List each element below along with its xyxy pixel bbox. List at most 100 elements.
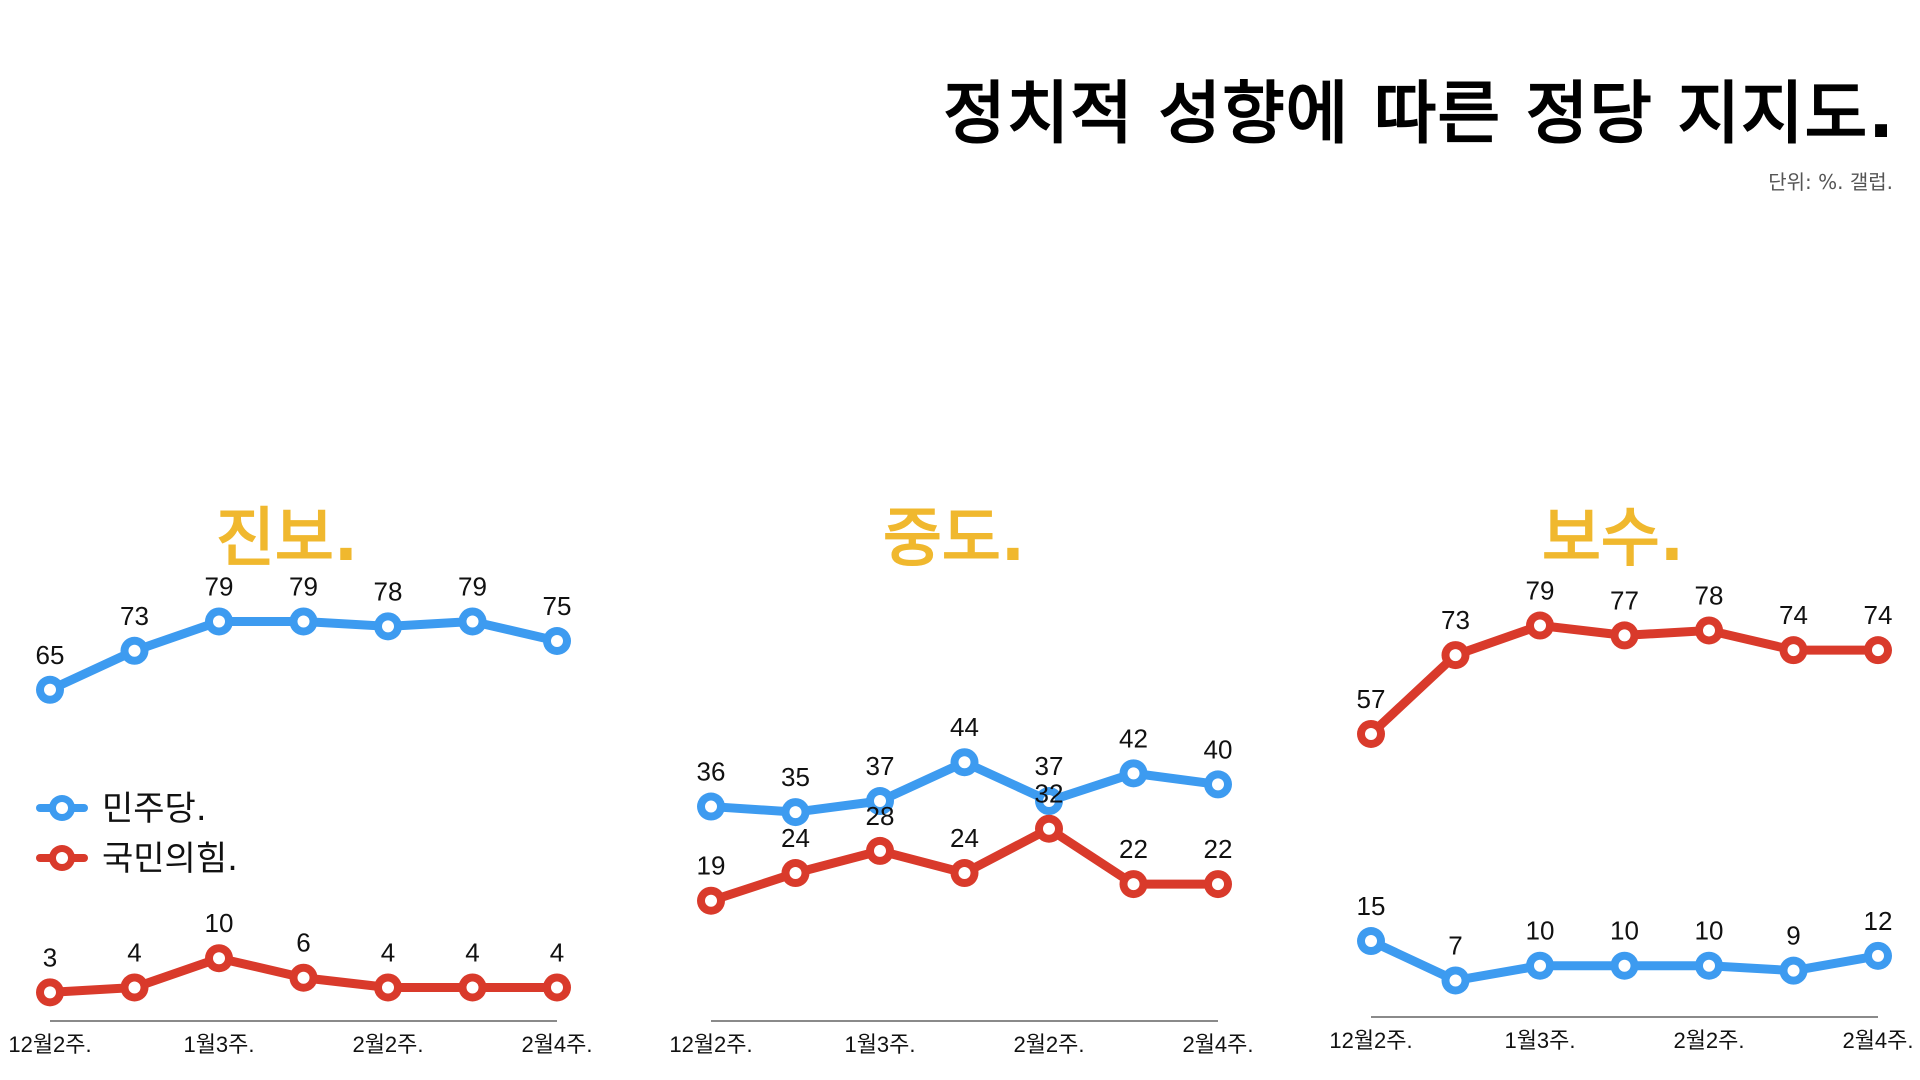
data-label: 10 (1695, 916, 1724, 946)
data-label: 73 (1441, 605, 1470, 635)
legend-marker-center (56, 852, 68, 864)
data-point-center (1787, 644, 1800, 657)
legend: 민주당. 국민의힘. (36, 789, 238, 879)
data-point-center (705, 894, 717, 907)
x-tick-label: 12월2주. (1329, 1028, 1412, 1053)
data-point-center (1449, 649, 1462, 662)
data-point-center (1872, 949, 1884, 962)
data-point-center (1449, 974, 1462, 987)
data-label: 4 (465, 937, 479, 967)
data-point-center (1365, 727, 1377, 740)
data-point-center (1043, 795, 1055, 808)
x-tick-label: 2월2주. (352, 1032, 423, 1057)
data-label: 74 (1779, 600, 1808, 630)
chart-panel-3: 보수. 12월2주. 1월3주. 2월2주. 2월4주. 15 7 10 10 10 9 12 57 73… (1329, 502, 1913, 1053)
data-label: 73 (120, 601, 149, 631)
unit-note: 단위: %. 갤럽. (1768, 170, 1893, 194)
data-point-center (958, 756, 971, 769)
panel-title: 진보. (216, 502, 358, 576)
data-label: 3 (43, 942, 57, 972)
data-point-center (466, 615, 479, 628)
data-point-center (297, 615, 310, 628)
panel-title: 보수. (1542, 502, 1684, 576)
series-democratic: 15 7 10 10 10 9 12 (1357, 891, 1892, 995)
data-point-center (1787, 964, 1800, 977)
data-label: 7 (1448, 930, 1462, 960)
legend-marker-center (56, 802, 68, 814)
data-point-center (1534, 619, 1546, 632)
x-tick-label: 1월3주. (183, 1032, 254, 1057)
data-point-center (1127, 767, 1140, 780)
data-label: 74 (1864, 600, 1893, 630)
x-tick-label: 2월2주. (1673, 1028, 1744, 1053)
data-label: 4 (381, 937, 395, 967)
data-point-center (1703, 624, 1715, 637)
x-tick-label: 2월4주. (1842, 1028, 1913, 1053)
data-point-center (128, 981, 141, 994)
data-label: 24 (781, 823, 810, 853)
series-democratic: 36 35 37 44 37 42 40 (697, 712, 1233, 827)
data-label: 35 (781, 762, 810, 792)
data-label: 57 (1357, 684, 1386, 714)
data-point-center (128, 644, 141, 657)
x-tick-label: 2월2주. (1013, 1032, 1084, 1057)
data-label: 10 (205, 908, 234, 938)
data-label: 37 (866, 751, 895, 781)
data-point-center (1618, 959, 1631, 972)
data-label: 4 (127, 937, 141, 967)
data-label: 78 (1695, 580, 1724, 610)
data-point-center (789, 867, 802, 880)
data-label: 42 (1119, 723, 1148, 753)
data-label: 6 (296, 928, 310, 958)
data-point-center (1043, 822, 1055, 835)
data-label: 19 (697, 851, 726, 881)
data-label: 28 (866, 801, 895, 831)
data-point-center (789, 806, 802, 819)
series-ppp: 57 73 79 77 78 74 74 (1357, 576, 1893, 748)
data-point-center (874, 844, 886, 857)
data-point-center (1618, 629, 1631, 642)
data-label: 65 (36, 640, 65, 670)
data-point-center (382, 981, 394, 994)
data-point-center (1127, 878, 1140, 891)
legend-label: 민주당. (102, 789, 207, 829)
data-label: 78 (374, 576, 403, 606)
data-point-center (44, 683, 56, 696)
data-label: 10 (1610, 916, 1639, 946)
data-label: 4 (550, 937, 564, 967)
data-point-center (551, 635, 563, 647)
data-label: 40 (1204, 734, 1233, 764)
data-label: 44 (950, 712, 979, 742)
panel-title: 중도. (883, 502, 1025, 576)
data-label: 36 (697, 757, 726, 787)
legend-item-ppp: 국민의힘. (36, 839, 238, 879)
data-label: 75 (543, 591, 572, 621)
x-tick-label: 1월3주. (1504, 1028, 1575, 1053)
data-label: 15 (1357, 891, 1386, 921)
data-label: 22 (1204, 834, 1233, 864)
data-point-center (874, 795, 886, 808)
data-label: 79 (205, 571, 234, 601)
data-point-center (213, 952, 225, 965)
series-democratic: 65 73 79 79 78 79 75 (36, 571, 572, 704)
x-tick-label: 12월2주. (8, 1032, 91, 1057)
x-tick-label: 2월4주. (521, 1032, 592, 1057)
data-point-center (1212, 778, 1224, 791)
data-label: 24 (950, 823, 979, 853)
data-label: 37 (1035, 751, 1064, 781)
data-point-center (1212, 878, 1224, 891)
series-ppp: 19 24 28 24 32 22 22 (697, 779, 1233, 915)
chart-panel-2: 중도. 12월2주. 1월3주. 2월2주. 2월4주. 36 35 37 44 37 42 40 19… (669, 502, 1253, 1057)
data-point-center (551, 981, 563, 994)
data-label: 79 (289, 571, 318, 601)
data-label: 32 (1035, 779, 1064, 809)
data-label: 9 (1786, 921, 1800, 951)
x-tick-label: 12월2주. (669, 1032, 752, 1057)
data-point-center (1703, 959, 1715, 972)
data-point-center (705, 800, 717, 813)
data-point-center (44, 986, 56, 999)
chart-panel-1: 진보. 12월2주. 1월3주. 2월2주. 2월4주. 65 73 79 79 78 79 75 3 4… (8, 502, 592, 1057)
data-label: 22 (1119, 834, 1148, 864)
